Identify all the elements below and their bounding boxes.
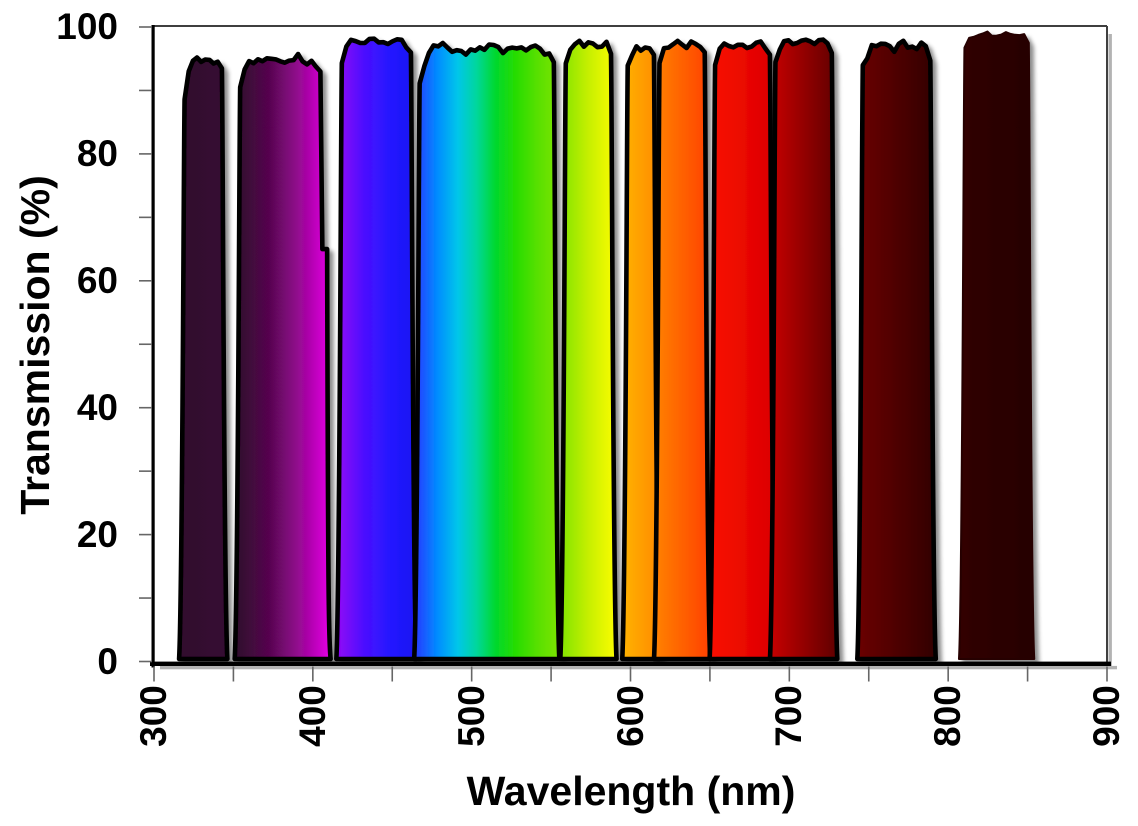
- x-tick-label-700: 700: [768, 685, 810, 747]
- y-tick-label-60: 60: [76, 259, 118, 301]
- x-axis-shadow: [160, 665, 1117, 670]
- filter-690-730-band: [767, 37, 840, 662]
- x-tick-label-900: 900: [1086, 685, 1127, 747]
- y-tick-label-80: 80: [76, 132, 118, 174]
- y-axis-line: [151, 25, 155, 668]
- y-tick-label-100: 100: [56, 6, 118, 47]
- y-axis-title: Transmission (%): [12, 175, 58, 515]
- filter-420-460-band: [334, 36, 419, 662]
- filter-655-690-band: [707, 39, 778, 662]
- x-tick-label-600: 600: [609, 685, 651, 747]
- y-tick-label-0: 0: [97, 640, 118, 682]
- filter-810-850-band: [957, 30, 1036, 660]
- x-axis-title: Wavelength (nm): [466, 768, 796, 814]
- filter-560-590-band: [557, 38, 619, 662]
- y-tick-label-20: 20: [76, 513, 118, 555]
- x-tick-label-500: 500: [450, 685, 492, 747]
- filter-320-340-band: [176, 55, 230, 662]
- filter-355-405-band: [232, 51, 333, 662]
- filter-745-790-band: [855, 38, 939, 662]
- x-axis-line: [150, 661, 1111, 666]
- x-tick-label-400: 400: [291, 685, 333, 747]
- x-tick-label-300: 300: [133, 685, 174, 747]
- filter-620-645-band: [651, 38, 713, 662]
- x-tick-label-800: 800: [927, 685, 969, 747]
- filter-465-555-band: [411, 40, 562, 662]
- y-tick-label-40: 40: [76, 386, 118, 428]
